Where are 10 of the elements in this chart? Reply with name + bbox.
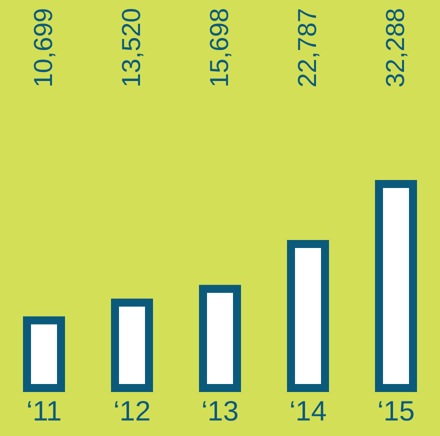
data-label: 10,699: [28, 8, 58, 88]
data-label: 15,698: [204, 8, 234, 88]
data-label: 13,520: [116, 8, 146, 88]
data-label: 22,787: [292, 8, 322, 88]
x-tick-label: ‘15: [377, 396, 415, 426]
x-tick-label: ‘14: [289, 396, 327, 426]
x-tick-label: ‘12: [113, 396, 151, 426]
x-tick-label: ‘13: [201, 396, 239, 426]
data-label: 32,288: [380, 8, 410, 88]
x-tick-label: ‘11: [26, 396, 62, 426]
